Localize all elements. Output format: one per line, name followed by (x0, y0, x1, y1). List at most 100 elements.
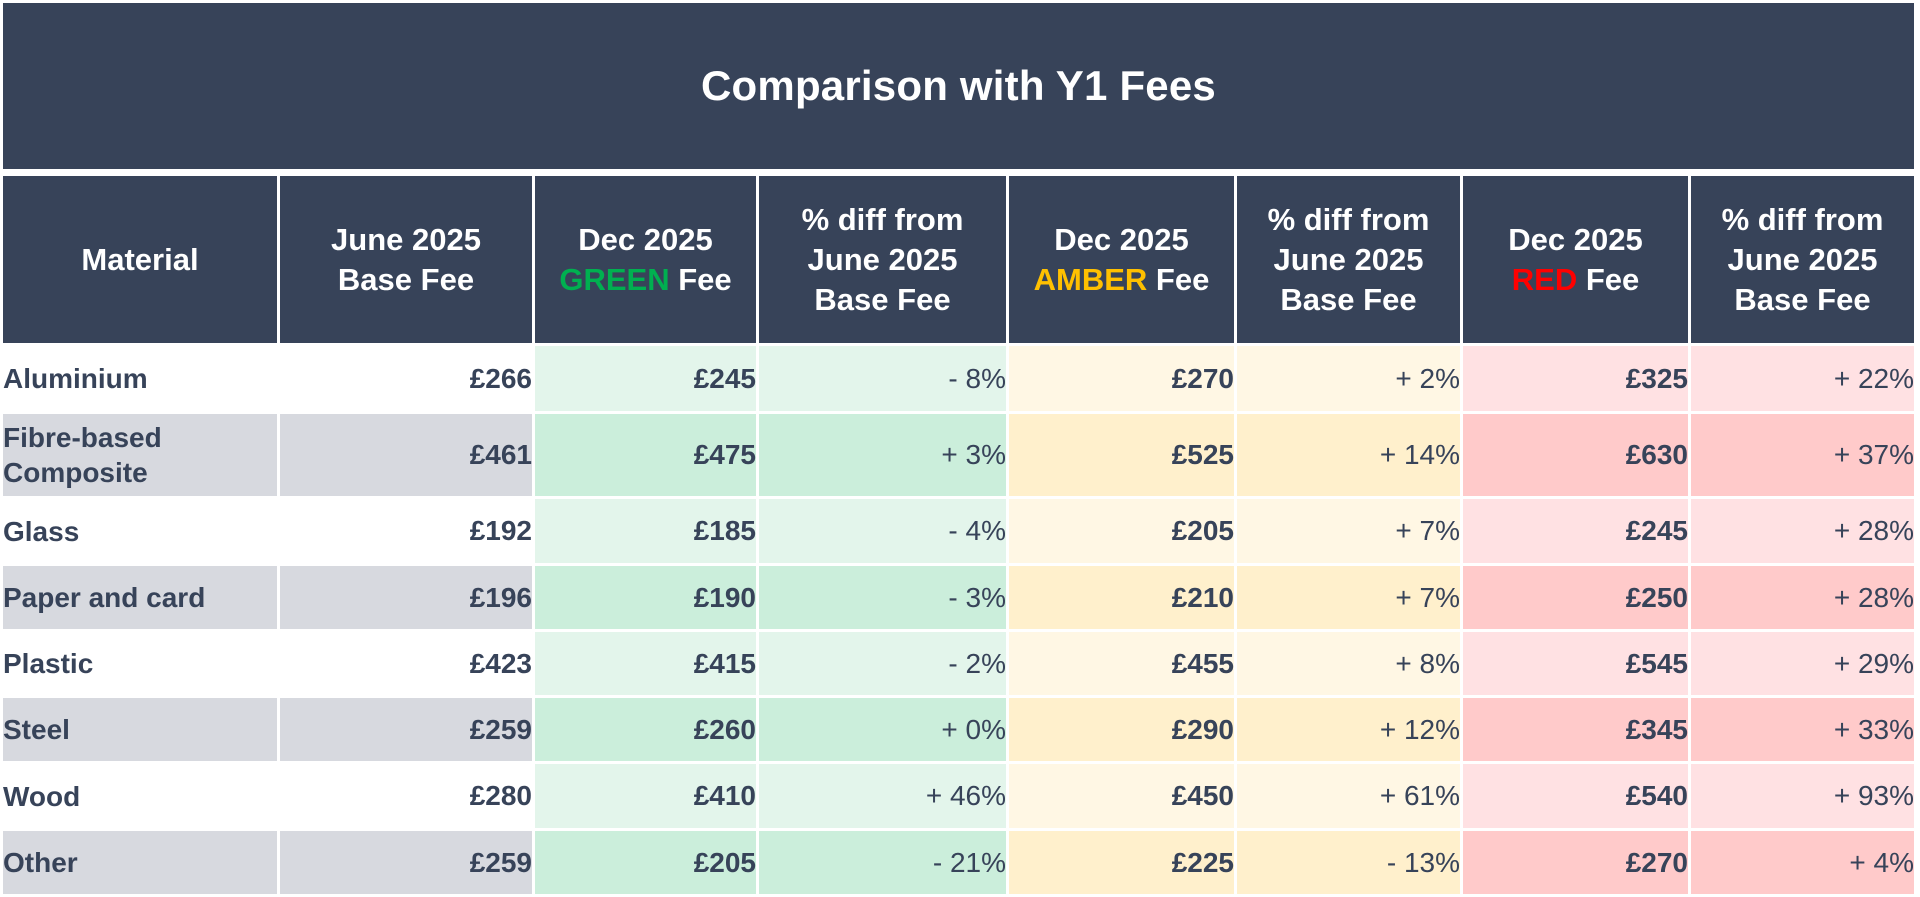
header-red-pct-diff: % diff from June 2025 Base Fee (1691, 176, 1914, 343)
amber-diff-cell: + 7% (1237, 566, 1460, 629)
material-cell: Wood (3, 764, 277, 828)
header-line: Dec 2025 (1054, 221, 1189, 257)
header-green-pct-diff: % diff from June 2025 Base Fee (759, 176, 1006, 343)
amber-fee-cell: £205 (1009, 499, 1234, 563)
header-line: % diff from (1721, 201, 1884, 237)
header-line: Fee (1577, 261, 1640, 297)
header-line: June 2025 (331, 221, 481, 257)
header-dec-green-fee: Dec 2025 GREEN Fee (535, 176, 756, 343)
green-diff-cell: + 0% (759, 698, 1006, 761)
table-row: Plastic £423 £415 - 2% £455 + 8% £545 + … (3, 632, 1914, 695)
amber-keyword: AMBER (1033, 261, 1148, 297)
red-fee-cell: £345 (1463, 698, 1688, 761)
table-title: Comparison with Y1 Fees (701, 62, 1216, 109)
header-line: % diff from (1267, 201, 1430, 237)
red-fee-cell: £250 (1463, 566, 1688, 629)
table-row: Wood £280 £410 + 46% £450 + 61% £540 + 9… (3, 764, 1914, 828)
green-diff-cell: + 3% (759, 414, 1006, 496)
green-fee-cell: £185 (535, 499, 756, 563)
green-keyword: GREEN (559, 261, 670, 297)
green-fee-cell: £245 (535, 346, 756, 411)
header-dec-red-fee: Dec 2025 RED Fee (1463, 176, 1688, 343)
green-fee-cell: £260 (535, 698, 756, 761)
header-line: Base Fee (814, 281, 951, 317)
material-cell: Glass (3, 499, 277, 563)
amber-diff-cell: - 13% (1237, 831, 1460, 894)
header-row: Material June 2025 Base Fee Dec 2025 GRE… (3, 176, 1914, 343)
base-fee-cell: £423 (280, 632, 532, 695)
red-fee-cell: £245 (1463, 499, 1688, 563)
red-fee-cell: £325 (1463, 346, 1688, 411)
header-line: Dec 2025 (1508, 221, 1643, 257)
fees-comparison-table: Material June 2025 Base Fee Dec 2025 GRE… (0, 173, 1917, 897)
red-diff-cell: + 4% (1691, 831, 1914, 894)
green-fee-cell: £475 (535, 414, 756, 496)
red-diff-cell: + 28% (1691, 566, 1914, 629)
header-line: June 2025 (807, 241, 958, 277)
green-fee-cell: £205 (535, 831, 756, 894)
red-diff-cell: + 29% (1691, 632, 1914, 695)
amber-fee-cell: £455 (1009, 632, 1234, 695)
amber-diff-cell: + 12% (1237, 698, 1460, 761)
material-cell: Aluminium (3, 346, 277, 411)
base-fee-cell: £192 (280, 499, 532, 563)
header-line: June 2025 (1727, 241, 1878, 277)
table-title-bar: Comparison with Y1 Fees (3, 3, 1914, 169)
table-row: Paper and card £196 £190 - 3% £210 + 7% … (3, 566, 1914, 629)
amber-fee-cell: £525 (1009, 414, 1234, 496)
green-diff-cell: + 46% (759, 764, 1006, 828)
header-line: Base Fee (1280, 281, 1417, 317)
amber-diff-cell: + 7% (1237, 499, 1460, 563)
amber-fee-cell: £210 (1009, 566, 1234, 629)
green-diff-cell: - 8% (759, 346, 1006, 411)
base-fee-cell: £259 (280, 698, 532, 761)
table-row: Steel £259 £260 + 0% £290 + 12% £345 + 3… (3, 698, 1914, 761)
header-material: Material (3, 176, 277, 343)
header-line: Fee (669, 261, 732, 297)
table-row: Other £259 £205 - 21% £225 - 13% £270 + … (3, 831, 1914, 894)
amber-fee-cell: £270 (1009, 346, 1234, 411)
header-amber-pct-diff: % diff from June 2025 Base Fee (1237, 176, 1460, 343)
header-june-base-fee: June 2025 Base Fee (280, 176, 532, 343)
base-fee-cell: £196 (280, 566, 532, 629)
amber-diff-cell: + 2% (1237, 346, 1460, 411)
amber-diff-cell: + 8% (1237, 632, 1460, 695)
green-diff-cell: - 2% (759, 632, 1006, 695)
amber-fee-cell: £290 (1009, 698, 1234, 761)
header-line: Base Fee (337, 261, 475, 297)
amber-diff-cell: + 61% (1237, 764, 1460, 828)
green-diff-cell: - 21% (759, 831, 1006, 894)
red-fee-cell: £545 (1463, 632, 1688, 695)
red-diff-cell: + 37% (1691, 414, 1914, 496)
base-fee-cell: £280 (280, 764, 532, 828)
green-fee-cell: £190 (535, 566, 756, 629)
amber-diff-cell: + 14% (1237, 414, 1460, 496)
red-diff-cell: + 28% (1691, 499, 1914, 563)
red-keyword: RED (1511, 261, 1578, 297)
material-cell: Other (3, 831, 277, 894)
base-fee-cell: £266 (280, 346, 532, 411)
header-dec-amber-fee: Dec 2025 AMBER Fee (1009, 176, 1234, 343)
header-line: % diff from (801, 201, 964, 237)
header-line: Base Fee (1734, 281, 1871, 317)
red-diff-cell: + 22% (1691, 346, 1914, 411)
red-diff-cell: + 33% (1691, 698, 1914, 761)
table-row: Fibre-based Composite £461 £475 + 3% £52… (3, 414, 1914, 496)
material-cell: Fibre-based Composite (3, 414, 277, 496)
table-row: Aluminium £266 £245 - 8% £270 + 2% £325 … (3, 346, 1914, 411)
header-line: June 2025 (1273, 241, 1424, 277)
green-diff-cell: - 3% (759, 566, 1006, 629)
base-fee-cell: £259 (280, 831, 532, 894)
base-fee-cell: £461 (280, 414, 532, 496)
table-row: Glass £192 £185 - 4% £205 + 7% £245 + 28… (3, 499, 1914, 563)
red-fee-cell: £540 (1463, 764, 1688, 828)
material-cell: Paper and card (3, 566, 277, 629)
red-diff-cell: + 93% (1691, 764, 1914, 828)
green-fee-cell: £415 (535, 632, 756, 695)
green-diff-cell: - 4% (759, 499, 1006, 563)
red-fee-cell: £630 (1463, 414, 1688, 496)
amber-fee-cell: £450 (1009, 764, 1234, 828)
amber-fee-cell: £225 (1009, 831, 1234, 894)
material-cell: Plastic (3, 632, 277, 695)
red-fee-cell: £270 (1463, 831, 1688, 894)
